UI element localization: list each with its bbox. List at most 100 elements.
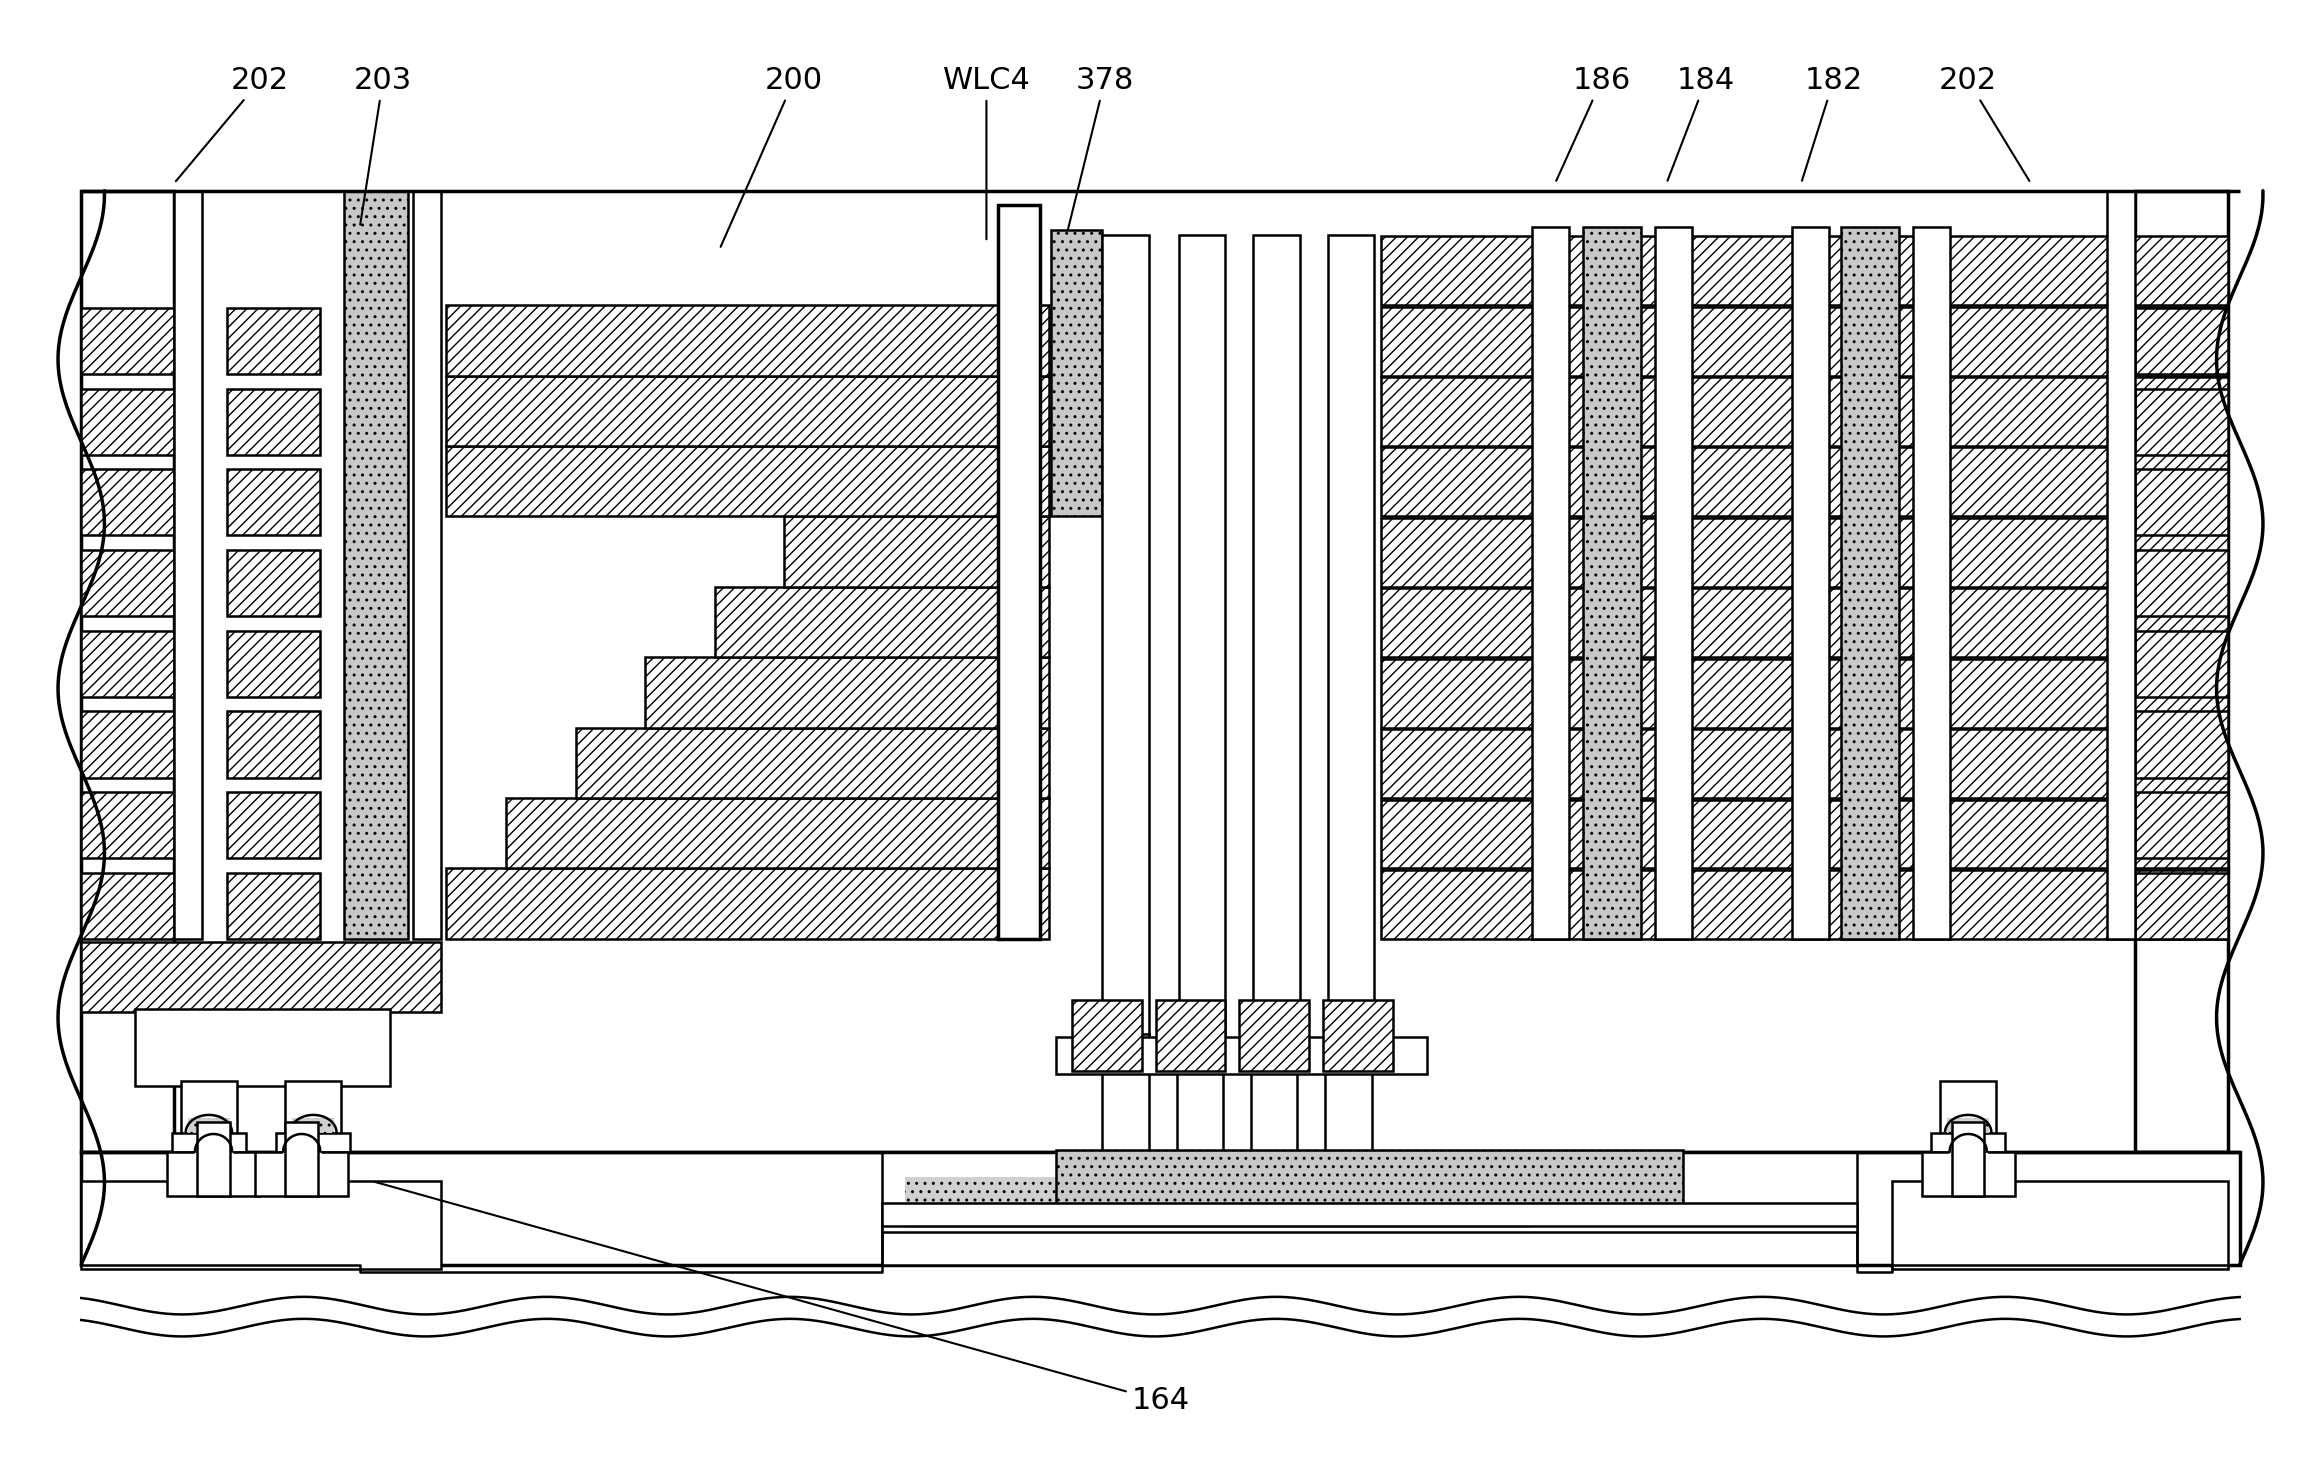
Bar xyxy=(1325,1034,1372,1152)
Bar xyxy=(1841,227,1899,939)
Bar xyxy=(784,516,1049,587)
Bar xyxy=(167,1152,260,1196)
Bar xyxy=(1177,1034,1223,1152)
Bar xyxy=(181,1081,237,1134)
Text: 164: 164 xyxy=(374,1182,1191,1416)
Bar xyxy=(446,376,1049,446)
Bar xyxy=(1952,1122,1984,1196)
Bar xyxy=(1056,1037,1427,1074)
Bar xyxy=(197,1122,230,1196)
Bar xyxy=(200,1137,227,1152)
Bar xyxy=(2135,711,2228,778)
Bar xyxy=(882,1152,1857,1232)
Bar xyxy=(1913,227,1950,939)
Bar xyxy=(1184,249,1221,1027)
Text: WLC4: WLC4 xyxy=(942,66,1031,239)
Bar xyxy=(2107,191,2135,939)
Bar xyxy=(882,1223,1857,1265)
Bar xyxy=(1251,1034,1297,1152)
Bar xyxy=(81,308,174,374)
Bar xyxy=(1258,249,1295,1027)
Bar xyxy=(227,711,320,778)
Bar xyxy=(1156,1000,1225,1071)
Bar xyxy=(276,1133,350,1152)
Bar xyxy=(227,389,320,455)
Bar xyxy=(1051,230,1102,516)
Bar xyxy=(2135,631,2228,697)
Bar xyxy=(172,1133,246,1152)
Text: 202: 202 xyxy=(176,66,290,182)
Bar xyxy=(1655,227,1692,939)
Bar xyxy=(81,389,174,455)
Bar xyxy=(1381,518,2228,587)
Bar xyxy=(292,1118,334,1133)
Text: 184: 184 xyxy=(1666,66,1736,180)
Bar xyxy=(1381,729,2228,798)
Bar xyxy=(1532,227,1569,939)
Bar xyxy=(1239,1000,1309,1071)
Bar xyxy=(2135,469,2228,535)
Bar xyxy=(2135,308,2228,374)
Bar xyxy=(446,446,1049,516)
Bar xyxy=(413,191,441,939)
Bar xyxy=(2135,792,2228,858)
Bar xyxy=(1381,307,2228,376)
Bar xyxy=(882,1203,1857,1226)
Bar xyxy=(1381,800,2228,868)
Bar xyxy=(344,191,408,939)
Bar xyxy=(1892,1181,2228,1269)
Bar xyxy=(81,550,174,616)
Bar xyxy=(2135,873,2228,939)
Bar xyxy=(441,191,743,939)
Bar xyxy=(1954,1137,1982,1152)
Bar xyxy=(288,1137,316,1152)
Bar xyxy=(1381,236,2228,305)
Bar xyxy=(255,1152,348,1196)
Bar xyxy=(1381,870,2228,939)
Bar xyxy=(81,631,174,697)
Bar xyxy=(81,469,174,535)
Text: 186: 186 xyxy=(1555,66,1632,180)
Bar xyxy=(1381,659,2228,728)
Bar xyxy=(1792,227,1829,939)
Bar xyxy=(81,1152,2240,1265)
Bar xyxy=(1102,235,1149,1042)
Bar xyxy=(1102,1034,1149,1152)
Bar xyxy=(174,191,202,939)
Bar xyxy=(1381,588,2228,657)
Bar xyxy=(227,792,320,858)
Bar xyxy=(1072,1000,1142,1071)
Bar xyxy=(1922,1152,2015,1196)
Bar xyxy=(1323,1000,1393,1071)
Bar xyxy=(285,1081,341,1134)
Bar xyxy=(1253,235,1300,1042)
Bar xyxy=(1583,227,1641,939)
Bar xyxy=(998,205,1040,939)
Text: 200: 200 xyxy=(720,66,824,246)
Bar xyxy=(188,1118,230,1133)
Text: 378: 378 xyxy=(1063,66,1135,246)
Bar xyxy=(81,873,174,939)
Bar xyxy=(1931,1133,2005,1152)
Bar xyxy=(1947,1118,1989,1133)
Text: 182: 182 xyxy=(1801,66,1864,180)
Bar xyxy=(81,792,174,858)
Bar xyxy=(446,868,1049,939)
Bar xyxy=(227,631,320,697)
Bar xyxy=(1381,377,2228,446)
Bar xyxy=(1381,447,2228,516)
Bar xyxy=(446,305,1049,376)
Text: 202: 202 xyxy=(1938,66,2029,180)
Bar xyxy=(506,798,1049,868)
Bar xyxy=(715,587,1049,657)
Bar xyxy=(135,1009,390,1086)
Bar xyxy=(1179,235,1225,1042)
Bar xyxy=(2135,191,2228,1152)
Bar xyxy=(1328,235,1374,1042)
Bar xyxy=(1940,1081,1996,1134)
Bar xyxy=(81,1181,441,1269)
Bar xyxy=(2135,389,2228,455)
Bar xyxy=(645,657,1049,728)
Bar xyxy=(576,728,1049,798)
Bar xyxy=(227,308,320,374)
